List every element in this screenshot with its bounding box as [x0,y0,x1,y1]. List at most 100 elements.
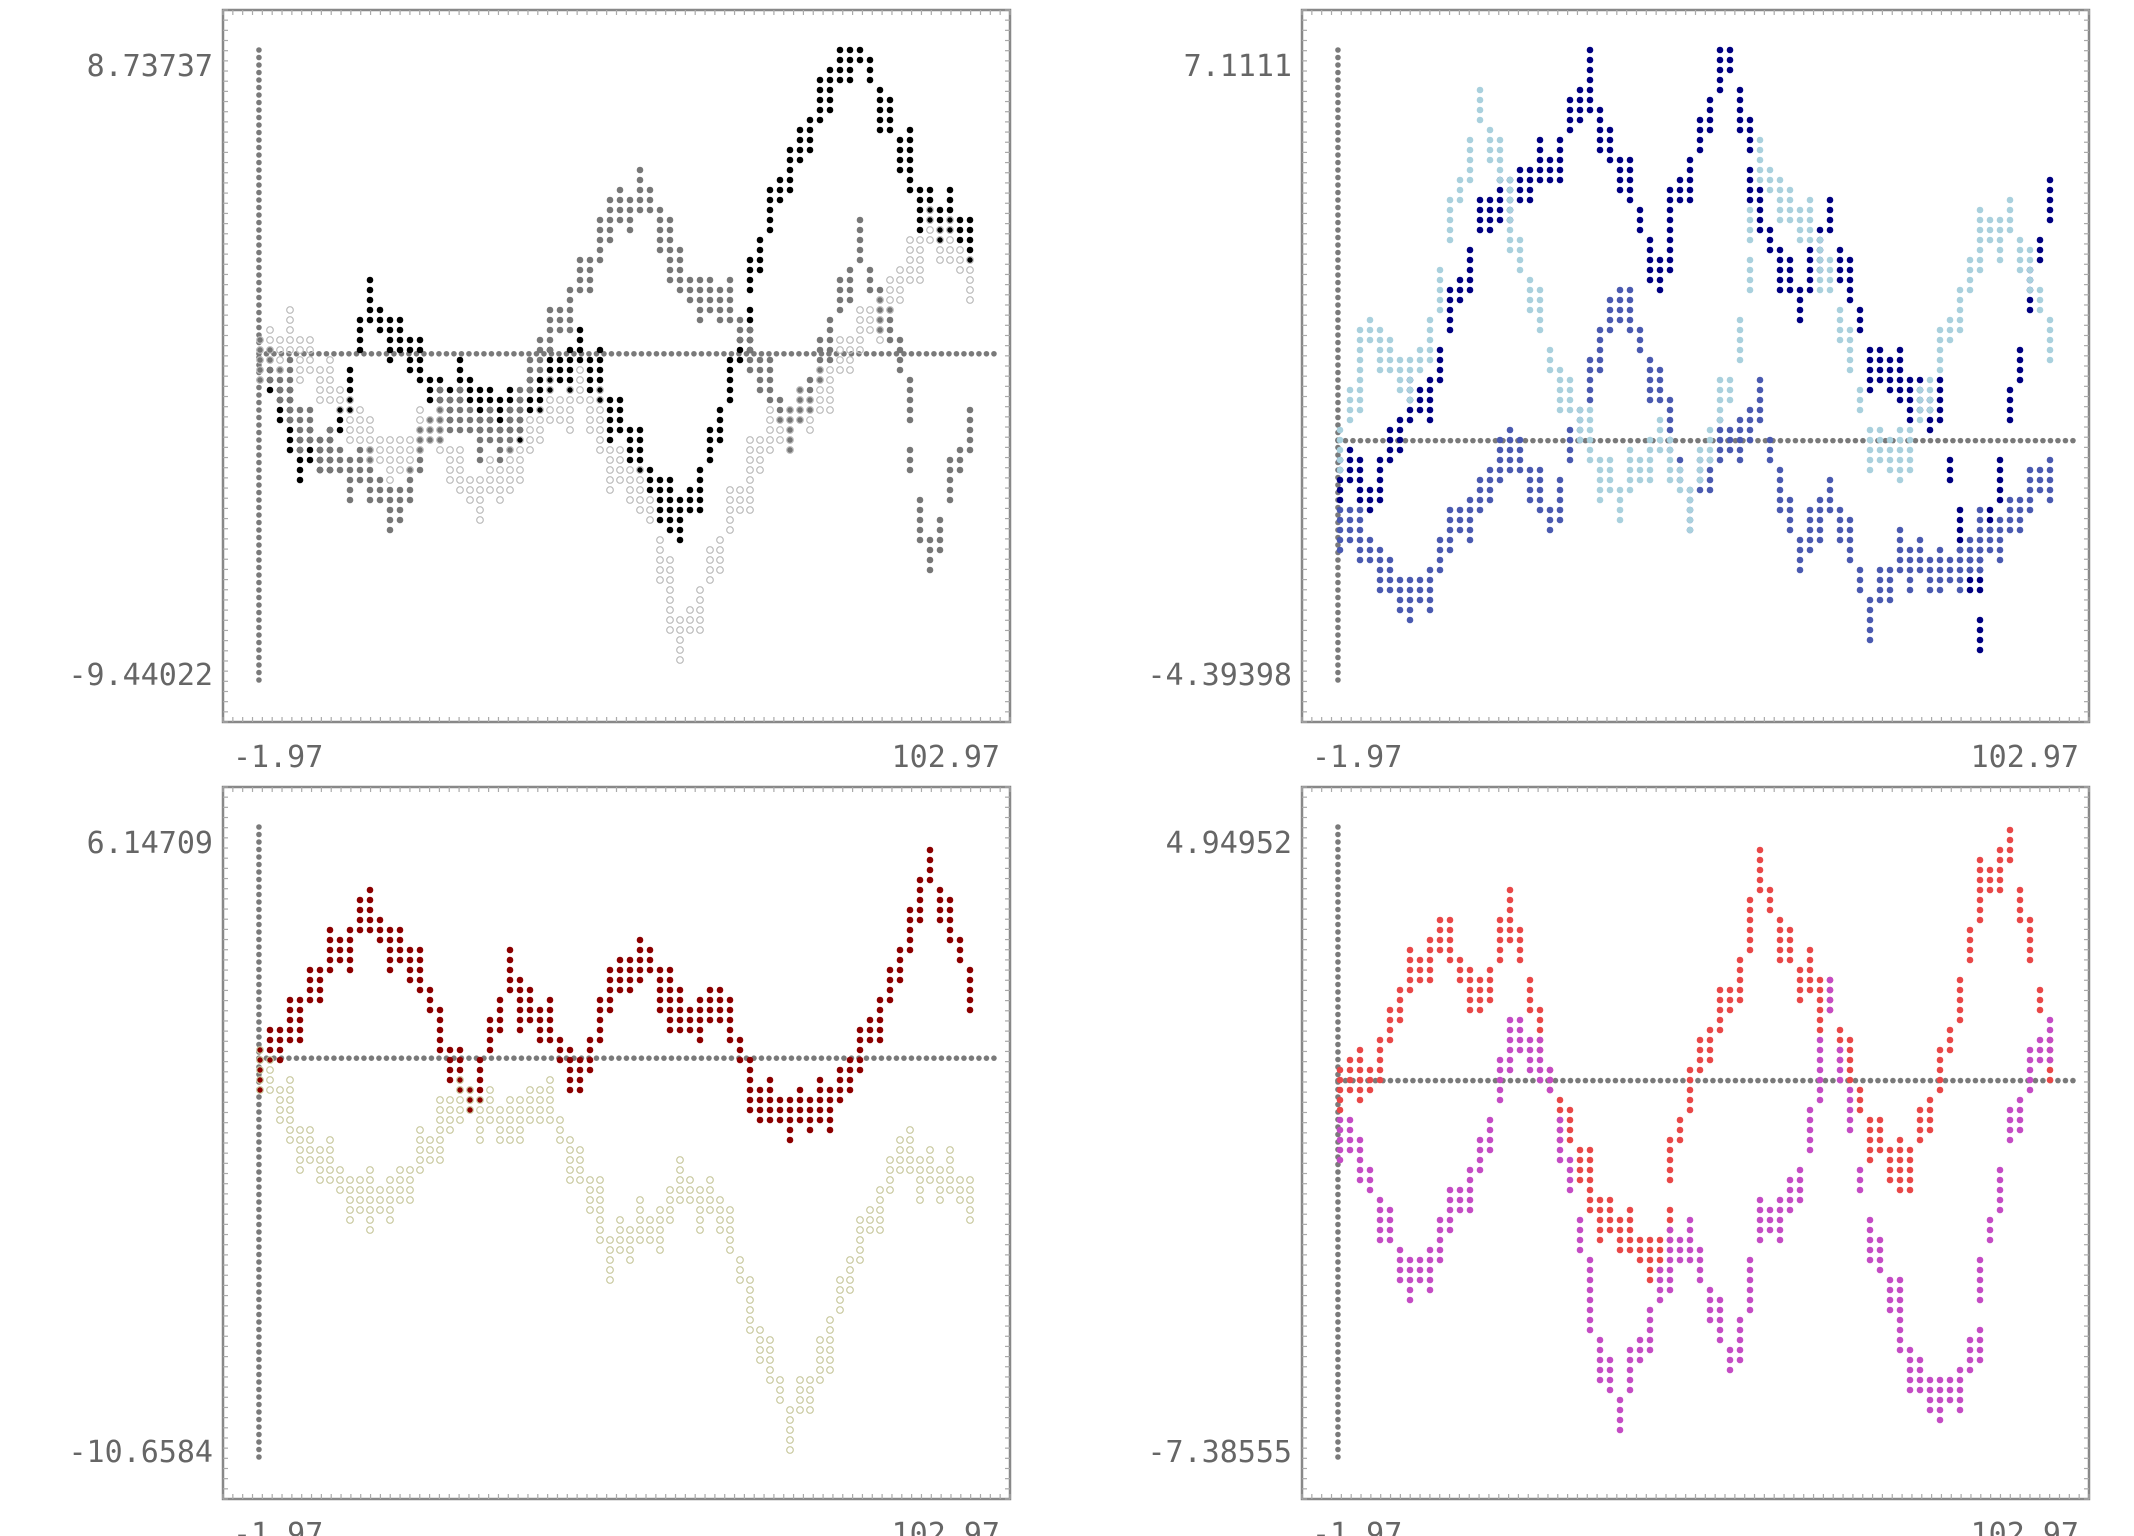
data-point [596,1236,604,1244]
data-point [1356,1176,1364,1184]
data-point [1426,316,1434,324]
data-point [706,986,714,994]
data-point [1596,1196,1604,1204]
data-point [1386,576,1394,584]
data-point [826,386,834,394]
data-point [636,966,644,974]
data-point [1356,1086,1364,1094]
data-point [516,1026,524,1034]
x-axis-dot [916,1055,922,1061]
data-point [1336,1156,1344,1164]
data-point [296,446,304,454]
y-axis-dot [256,264,262,271]
data-point [496,396,504,404]
y-axis-dot [1335,1296,1341,1303]
data-point [606,426,614,434]
data-point [606,1246,614,1254]
data-point [636,1206,644,1214]
data-point [546,1086,554,1094]
x-axis-dot [1522,437,1529,444]
x-axis-dot [1410,1077,1416,1084]
data-point [1756,856,1764,864]
data-point [1746,116,1754,124]
data-point [1396,376,1404,384]
y-axis-dot [1335,1341,1341,1348]
x-axis-dot [2047,437,2054,444]
data-point [376,436,384,444]
data-point [946,216,954,224]
y-axis-dot [1335,1206,1341,1213]
data-point [886,106,894,114]
x-axis-dot [1635,1077,1641,1084]
data-point [796,1106,804,1114]
data-point [1376,1236,1384,1244]
data-point [566,1156,574,1164]
data-point [1346,416,1354,424]
data-point [1506,1066,1514,1074]
data-point [416,426,424,434]
data-point [1506,906,1514,914]
y-axis-dot [256,1109,262,1115]
data-point [1616,296,1624,304]
y-axis-dot [256,1221,262,1228]
data-point [816,106,824,114]
x-axis-dot [1552,437,1559,444]
y-axis-dot [1335,1169,1341,1175]
x-axis-dot [1942,437,1949,444]
data-point [1886,436,1894,444]
data-point [476,516,484,524]
x-axis-dot [2032,1077,2039,1084]
data-point [2016,366,2024,374]
data-point [876,126,884,134]
data-point [1976,526,1984,534]
data-point [1466,1196,1474,1204]
data-point [1626,176,1634,184]
data-point [1986,216,1994,224]
data-point [1586,366,1594,374]
data-point [326,436,334,444]
y-axis-dot [1335,69,1341,76]
data-point [1656,1246,1664,1254]
data-point [406,966,414,974]
data-point [746,1276,754,1284]
data-point [1966,256,1974,264]
data-point [916,876,924,884]
data-point [556,356,564,364]
x-axis-dot [421,350,427,357]
data-point [686,1186,694,1194]
data-point [1866,356,1874,364]
x-axis-dot [1717,1077,1724,1084]
data-point [1676,196,1684,204]
data-point [926,206,934,214]
data-point [2046,456,2054,464]
data-point [1606,1376,1614,1384]
data-point [1406,596,1414,604]
data-point [1716,66,1724,74]
data-point [696,486,704,494]
data-point [1916,1126,1924,1134]
data-point [1446,526,1454,534]
y-axis-dot [256,1386,262,1393]
data-point [336,386,344,394]
data-point [626,426,634,434]
data-point [456,416,464,424]
data-point [1646,1236,1654,1244]
data-point [776,406,784,414]
data-point [676,636,684,644]
data-point [596,1026,604,1034]
x-axis-dot [1740,1077,1746,1084]
data-point [746,506,754,514]
data-point [806,146,814,154]
data-point [566,426,574,434]
data-point [1586,86,1594,94]
data-point [456,476,464,484]
data-point [916,1176,924,1184]
y-axis-dot [256,1229,262,1235]
data-point [1426,326,1434,334]
data-point [816,1076,824,1084]
data-point [536,336,544,344]
data-point [816,376,824,384]
data-point [1966,566,1974,574]
data-point [636,166,644,174]
data-point [1816,266,1824,274]
